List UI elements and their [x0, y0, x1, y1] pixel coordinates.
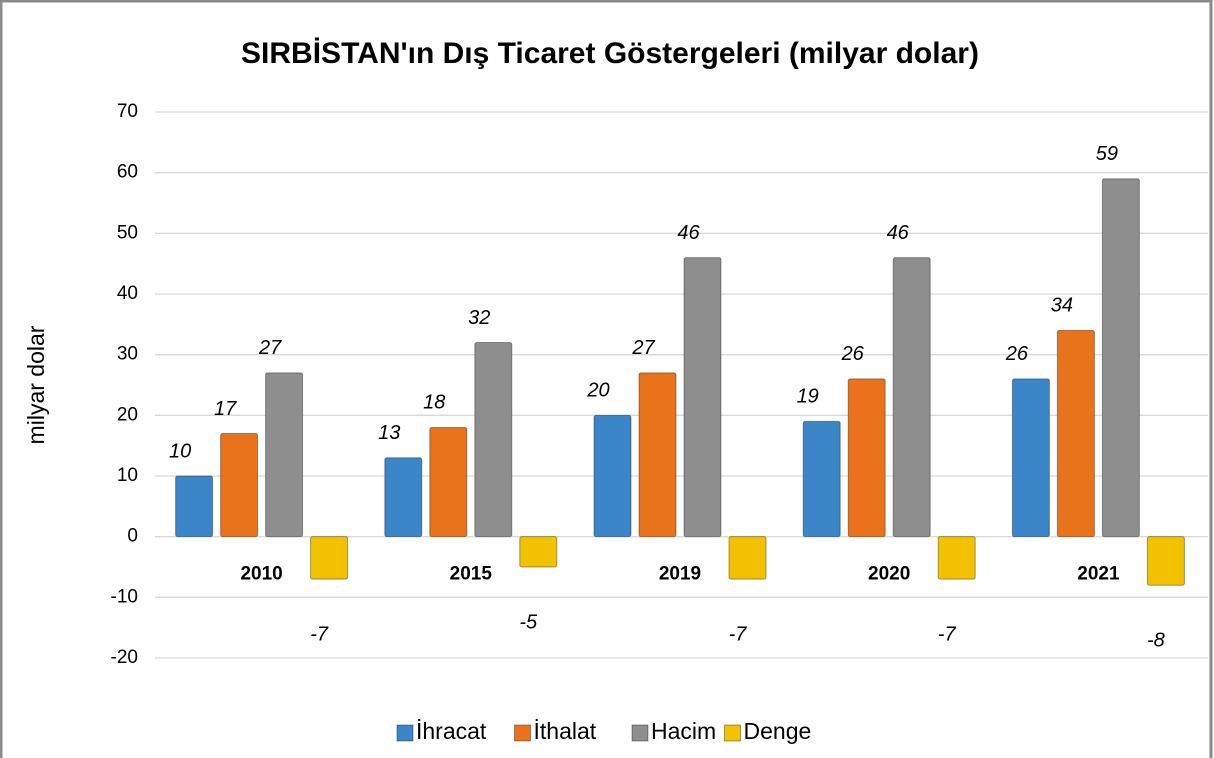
legend-swatch [396, 724, 414, 742]
data-label: 19 [797, 386, 819, 408]
x-tick-label: 2019 [659, 564, 701, 585]
data-label: 59 [1096, 143, 1118, 165]
grid [155, 111, 1208, 659]
x-tick-label: 2021 [1077, 564, 1120, 585]
bar [892, 257, 931, 538]
data-label: -8 [1147, 629, 1165, 651]
bar [1101, 178, 1140, 538]
data-label: 18 [423, 392, 445, 414]
y-tick-label: 60 [117, 162, 138, 183]
data-label: 32 [468, 307, 490, 329]
legend-label: İthalat [534, 718, 597, 744]
bar [220, 433, 259, 538]
bar [593, 414, 632, 538]
marks [175, 178, 1185, 586]
bar [519, 536, 558, 568]
data-label: 26 [1005, 343, 1029, 365]
legend-label: İhracat [416, 718, 487, 744]
legend-label: Hacim [651, 718, 716, 744]
bar [175, 475, 214, 538]
data-label: 17 [214, 398, 237, 420]
bar [474, 342, 513, 538]
data-label: 34 [1051, 295, 1073, 317]
bar [1011, 378, 1050, 538]
data-label: -7 [310, 623, 329, 645]
data-label: 20 [586, 380, 609, 402]
bar [683, 257, 722, 538]
y-tick-label: 40 [117, 283, 138, 304]
bar [1056, 329, 1095, 538]
y-tick-label: 0 [127, 526, 138, 547]
data-label: -7 [729, 623, 748, 645]
y-tick-label: -20 [111, 647, 138, 668]
data-label: 13 [378, 422, 400, 444]
bar [728, 536, 767, 580]
bar [384, 457, 423, 538]
legend-swatch [724, 724, 741, 742]
data-label: 46 [887, 222, 910, 244]
y-tick-label: 10 [117, 465, 138, 486]
bar [310, 536, 349, 580]
y-tick-label: 70 [117, 101, 138, 122]
data-label: 27 [631, 337, 655, 359]
data-label: 27 [258, 337, 282, 359]
data-label: 26 [841, 343, 865, 365]
legend-swatch [631, 724, 649, 742]
data-label: 46 [677, 222, 700, 244]
y-tick-label: 50 [117, 222, 138, 243]
x-tick-label: 2010 [240, 564, 282, 585]
bar [802, 420, 841, 538]
legend-swatch [514, 724, 531, 742]
legend-label: Denge [744, 718, 812, 744]
bar [638, 372, 677, 538]
y-tick-label: -10 [111, 586, 138, 607]
bar [847, 378, 886, 538]
chart-title: SIRBİSTAN'ın Dış Ticaret Göstergeleri (m… [241, 37, 979, 70]
bar [429, 426, 468, 538]
y-tick-label: 30 [117, 344, 138, 365]
bar [265, 372, 304, 538]
data-label: -5 [519, 611, 538, 633]
data-label: -7 [938, 623, 957, 645]
y-axis-label: milyar dolar [23, 325, 49, 444]
data-label: 10 [169, 440, 191, 462]
bar [1146, 536, 1185, 586]
y-tick-label: 20 [117, 404, 138, 425]
x-tick-label: 2020 [868, 564, 910, 585]
bar [937, 536, 976, 580]
x-tick-label: 2015 [450, 564, 493, 585]
